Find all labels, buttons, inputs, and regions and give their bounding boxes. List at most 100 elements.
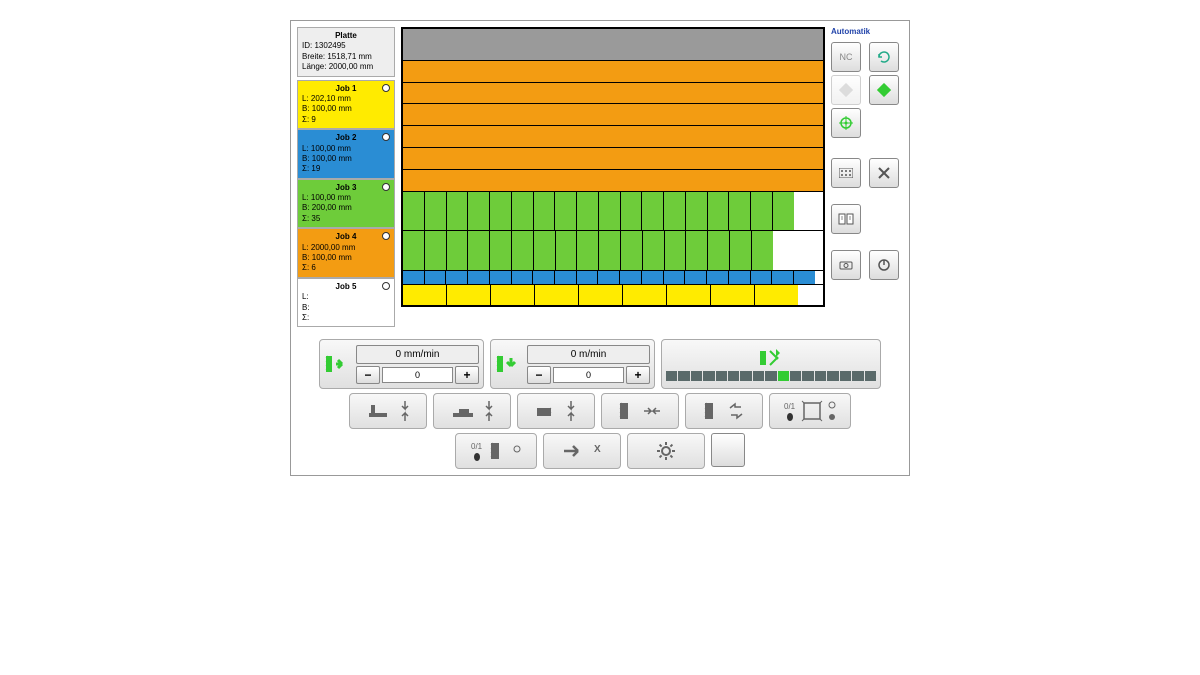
job-box-5[interactable]: Job 5L: B: Σ: bbox=[297, 278, 395, 328]
job-S: Σ: 9 bbox=[302, 115, 390, 125]
job-S: Σ: 19 bbox=[302, 164, 390, 174]
next-x-button[interactable]: X bbox=[543, 433, 621, 469]
power-button[interactable] bbox=[869, 250, 899, 280]
plate-row bbox=[403, 170, 823, 192]
progress-segment bbox=[678, 371, 689, 381]
progress-segment bbox=[802, 371, 813, 381]
plate-row bbox=[403, 104, 823, 126]
progress-segment bbox=[852, 371, 863, 381]
progress-segment bbox=[790, 371, 801, 381]
progress-segment bbox=[765, 371, 776, 381]
tools-button[interactable] bbox=[869, 158, 899, 188]
left-panel: Platte ID: 1302495 Breite: 1518,71 mm Lä… bbox=[297, 27, 395, 327]
job-radio[interactable] bbox=[382, 282, 390, 290]
sys-buttons bbox=[831, 250, 903, 280]
progress-segment bbox=[666, 371, 677, 381]
svg-text:X: X bbox=[594, 444, 601, 455]
plate-visualization bbox=[401, 27, 825, 327]
job-S: Σ: 35 bbox=[302, 214, 390, 224]
refresh-button[interactable] bbox=[869, 42, 899, 72]
feed-plus-button[interactable]: + bbox=[455, 366, 479, 384]
job-B: B: 100,00 mm bbox=[302, 253, 390, 263]
job-L: L: 100,00 mm bbox=[302, 193, 390, 203]
blade-horiz-button[interactable] bbox=[601, 393, 679, 429]
machine-row-2: 0/1 X bbox=[297, 433, 903, 469]
position-icon bbox=[756, 347, 786, 369]
plate-row bbox=[403, 285, 823, 305]
progress-segment bbox=[703, 371, 714, 381]
cut-plus-button[interactable]: + bbox=[626, 366, 650, 384]
progress-segment bbox=[740, 371, 751, 381]
plate-row bbox=[403, 231, 823, 271]
blade-toggle-button[interactable]: 0/1 bbox=[455, 433, 537, 469]
extra-button[interactable] bbox=[711, 433, 745, 467]
progress-segment bbox=[840, 371, 851, 381]
job-B: B: 100,00 mm bbox=[302, 104, 390, 114]
job-box-4[interactable]: Job 4L: 2000,00 mmB: 100,00 mmΣ: 6 bbox=[297, 228, 395, 278]
position-panel bbox=[661, 339, 881, 389]
tool-buttons bbox=[831, 158, 903, 188]
job-title: Job 4 bbox=[302, 232, 390, 242]
progress-segment bbox=[865, 371, 876, 381]
camera-button[interactable] bbox=[831, 250, 861, 280]
progress-segment bbox=[728, 371, 739, 381]
diamond-button[interactable] bbox=[831, 75, 861, 105]
cut-value[interactable]: 0 bbox=[553, 367, 624, 383]
progress-segment bbox=[691, 371, 702, 381]
platte-title: Platte bbox=[302, 31, 390, 41]
feed-minus-button[interactable]: − bbox=[356, 366, 380, 384]
machine-row-1: 0/1 bbox=[297, 393, 903, 429]
press-up-button[interactable] bbox=[433, 393, 511, 429]
settings-button[interactable] bbox=[627, 433, 705, 469]
feed-right-icon bbox=[324, 346, 352, 382]
plate-row bbox=[403, 271, 823, 285]
svg-text:0/1: 0/1 bbox=[784, 402, 796, 411]
grid-button[interactable] bbox=[831, 158, 861, 188]
press-down-button[interactable] bbox=[349, 393, 427, 429]
doc-buttons bbox=[831, 204, 903, 234]
feed-value[interactable]: 0 bbox=[382, 367, 453, 383]
job-L: L: 2000,00 mm bbox=[302, 243, 390, 253]
plate-row bbox=[403, 192, 823, 232]
control-area: 0 mm/min − 0 + 0 m/min − 0 bbox=[291, 333, 909, 475]
platte-lange: Länge: 2000,00 mm bbox=[302, 62, 390, 72]
plate-row bbox=[403, 61, 823, 83]
job-B: B: 100,00 mm bbox=[302, 154, 390, 164]
nc-button[interactable]: NC bbox=[831, 42, 861, 72]
job-radio[interactable] bbox=[382, 183, 390, 191]
blade-rotate-button[interactable] bbox=[685, 393, 763, 429]
cycle-button[interactable]: 0/1 bbox=[769, 393, 851, 429]
job-L: L: bbox=[302, 292, 390, 302]
diamond-green-button[interactable] bbox=[869, 75, 899, 105]
speed-row: 0 mm/min − 0 + 0 m/min − 0 bbox=[297, 339, 903, 389]
plate-row bbox=[403, 148, 823, 170]
job-box-3[interactable]: Job 3L: 100,00 mmB: 200,00 mmΣ: 35 bbox=[297, 179, 395, 229]
job-B: B: 200,00 mm bbox=[302, 203, 390, 213]
cut-speed-display: 0 m/min bbox=[527, 345, 650, 364]
job-title: Job 3 bbox=[302, 183, 390, 193]
feed-down-icon bbox=[495, 346, 523, 382]
job-box-1[interactable]: Job 1L: 202,10 mmB: 100,00 mmΣ: 9 bbox=[297, 80, 395, 130]
manual-button[interactable] bbox=[831, 204, 861, 234]
cut-minus-button[interactable]: − bbox=[527, 366, 551, 384]
job-radio[interactable] bbox=[382, 84, 390, 92]
feed-speed-panel: 0 mm/min − 0 + bbox=[319, 339, 484, 389]
blade-vert-button[interactable] bbox=[517, 393, 595, 429]
job-title: Job 1 bbox=[302, 84, 390, 94]
progress-segment bbox=[827, 371, 838, 381]
platte-breite: Breite: 1518,71 mm bbox=[302, 52, 390, 62]
progress-segment bbox=[753, 371, 764, 381]
job-B: B: bbox=[302, 303, 390, 313]
plate-row bbox=[403, 126, 823, 148]
target-button[interactable] bbox=[831, 108, 861, 138]
svg-text:0/1: 0/1 bbox=[471, 442, 483, 451]
progress-segment bbox=[778, 371, 789, 381]
plate-row bbox=[403, 83, 823, 105]
job-L: L: 100,00 mm bbox=[302, 144, 390, 154]
plate-layout bbox=[401, 27, 825, 307]
job-box-2[interactable]: Job 2L: 100,00 mmB: 100,00 mmΣ: 19 bbox=[297, 129, 395, 179]
job-S: Σ: bbox=[302, 313, 390, 323]
feed-speed-display: 0 mm/min bbox=[356, 345, 479, 364]
platte-info: Platte ID: 1302495 Breite: 1518,71 mm Lä… bbox=[297, 27, 395, 77]
plate-row bbox=[403, 29, 823, 61]
